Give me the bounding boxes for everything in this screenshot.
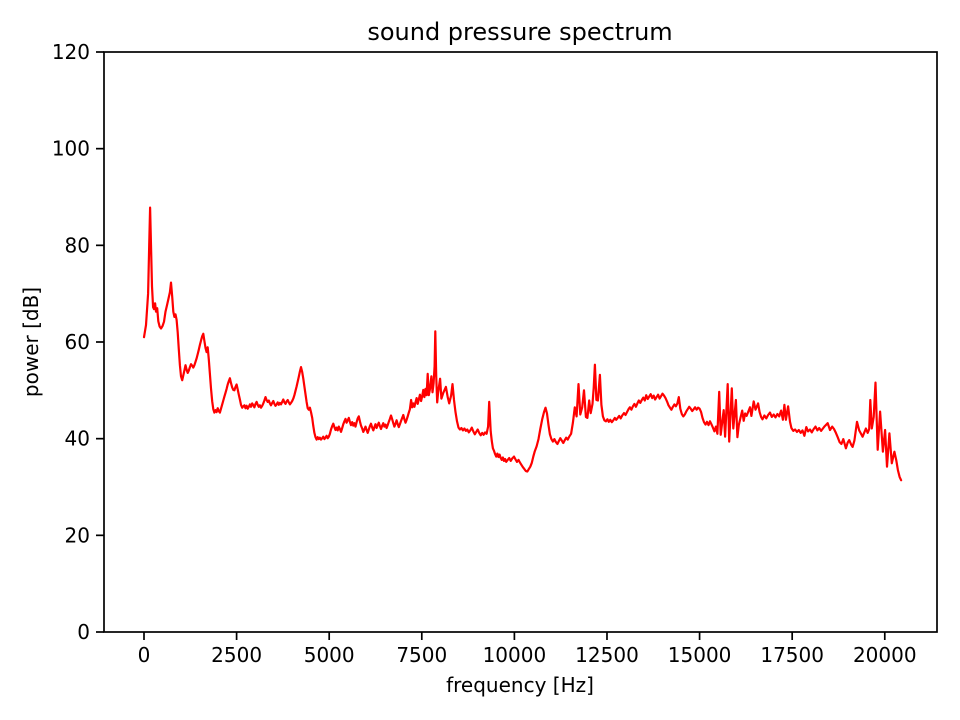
x-tick-label: 2500 — [211, 643, 262, 667]
x-tick-label: 5000 — [304, 643, 355, 667]
x-tick-label: 7500 — [396, 643, 447, 667]
x-tick-label: 20000 — [853, 643, 917, 667]
x-tick-label: 15000 — [668, 643, 732, 667]
y-axis-label: power [dB] — [19, 287, 43, 397]
y-axis-ticks: 0 20 40 60 80 100 120 — [52, 40, 104, 644]
x-axis-label: frequency [Hz] — [446, 673, 594, 697]
y-tick-label: 80 — [65, 233, 90, 257]
x-axis-ticks: 0 2500 5000 7500 10000 12500 15000 17500 20000 — [138, 632, 917, 667]
plot-border — [103, 51, 938, 633]
y-tick-label: 120 — [52, 40, 90, 64]
y-tick-label: 0 — [77, 620, 90, 644]
y-tick-label: 20 — [65, 523, 90, 547]
x-tick-label: 0 — [138, 643, 151, 667]
spectrum-line — [142, 206, 903, 482]
chart-title: sound pressure spectrum — [367, 18, 672, 46]
y-tick-label: 100 — [52, 137, 90, 161]
x-tick-label: 12500 — [575, 643, 639, 667]
y-tick-label: 40 — [65, 427, 90, 451]
x-tick-label: 17500 — [760, 643, 824, 667]
spectrum-line-group — [142, 206, 903, 482]
x-tick-label: 10000 — [483, 643, 547, 667]
y-tick-label: 60 — [65, 330, 90, 354]
